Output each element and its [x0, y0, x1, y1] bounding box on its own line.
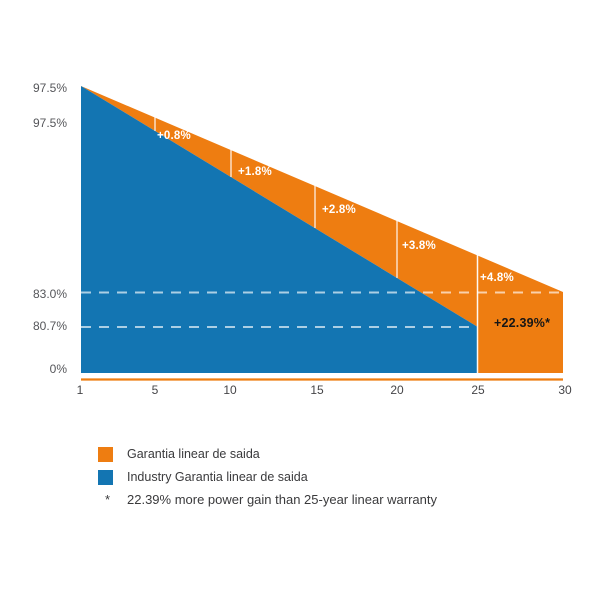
- x-axis-label-30: 30: [558, 383, 572, 397]
- x-axis-label-15: 15: [310, 383, 324, 397]
- y-axis-label-97.5-start: 97.5%: [32, 81, 67, 95]
- gain-label-year20: +3.8%: [402, 240, 436, 252]
- orange-swatch-icon: [98, 447, 113, 462]
- x-axis-label-1: 1: [76, 383, 84, 397]
- warranty-area-orange: [81, 86, 563, 373]
- footnote-text: 22.39% more power gain than 25-year line…: [127, 492, 438, 507]
- x-axis-label-10: 10: [223, 383, 237, 397]
- gain-label-year10: +1.8%: [238, 166, 272, 178]
- x-axis-label-5: 5: [151, 383, 159, 397]
- footnote-asterisk: *: [105, 492, 111, 507]
- total-gain-label: +22.39%*: [494, 316, 551, 330]
- legend-label-warranty: Garantia linear de saida: [127, 447, 260, 461]
- gain-label-year5: +0.8%: [157, 130, 191, 142]
- y-axis-label-80.7: 80.7%: [32, 319, 67, 333]
- legend-swatch-warranty: [98, 447, 113, 462]
- gain-label-year15: +2.8%: [322, 204, 356, 216]
- y-axis-label-97.5-year1: 97.5%: [32, 116, 67, 130]
- x-axis-label-25: 25: [471, 383, 485, 397]
- legend-label-industry: Industry Garantia linear de saida: [127, 470, 308, 484]
- gain-label-year25: +4.8%: [480, 272, 514, 284]
- x-axis-label-20: 20: [390, 383, 404, 397]
- blue-swatch-icon: [98, 470, 113, 485]
- y-axis-label-0: 0%: [49, 362, 67, 376]
- industry-area-blue: [81, 86, 477, 373]
- legend-swatch-industry: [98, 470, 113, 485]
- y-axis-label-83.0: 83.0%: [32, 287, 67, 301]
